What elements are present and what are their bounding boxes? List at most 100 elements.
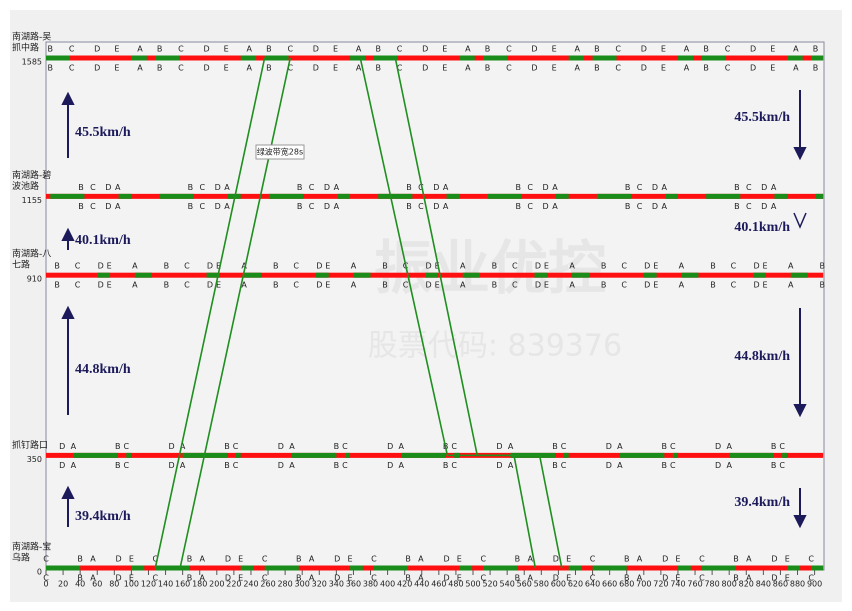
x-tick-label: 820 <box>739 580 754 589</box>
phase-label: A <box>334 202 340 211</box>
phase-label: D <box>313 45 319 54</box>
signal-green <box>555 193 569 199</box>
phase-label: A <box>684 45 690 54</box>
phase-label: D <box>334 555 340 564</box>
phase-label: C <box>418 202 424 211</box>
phase-label: B <box>492 262 498 271</box>
signal-green <box>811 565 824 571</box>
signal-green <box>534 272 548 278</box>
phase-label: A <box>309 555 315 564</box>
x-tick-label: 700 <box>636 580 651 589</box>
intersection-name: 南湖路-宝 <box>12 541 51 553</box>
phase-label: B <box>78 183 84 192</box>
phase-label: E <box>763 281 768 290</box>
phase-label: C <box>512 262 518 271</box>
speed-label: 44.8km/h <box>75 362 131 377</box>
x-tick-label: 720 <box>653 580 668 589</box>
phase-label: B <box>334 442 340 451</box>
phase-label: A <box>788 262 794 271</box>
phase-label: D <box>644 281 650 290</box>
phase-label: C <box>561 442 567 451</box>
phase-label: E <box>675 555 680 564</box>
phase-label: A <box>443 202 449 211</box>
phase-label: E <box>566 574 571 583</box>
phase-label: E <box>224 64 229 73</box>
phase-label: D <box>761 202 767 211</box>
x-tick-label: 860 <box>773 580 788 589</box>
signal-green <box>155 55 180 61</box>
phase-label: B <box>266 64 272 73</box>
green-band-line <box>154 57 266 569</box>
signal-green <box>706 193 741 199</box>
phase-label: A <box>137 64 143 73</box>
signal-green <box>268 193 304 199</box>
phase-label: E <box>107 281 112 290</box>
x-tick-label: 740 <box>670 580 685 589</box>
phase-label: B <box>771 461 777 470</box>
phase-label: B <box>157 45 163 54</box>
signal-green <box>774 193 788 199</box>
phase-label: B <box>296 555 302 564</box>
phase-label: C <box>287 45 293 54</box>
phase-label: D <box>278 442 284 451</box>
phase-label: D <box>715 461 721 470</box>
phase-label: E <box>325 281 330 290</box>
intersection-name: 南湖路-八 <box>12 248 51 260</box>
signal-green <box>240 565 254 571</box>
phase-label: C <box>746 183 752 192</box>
phase-label: E <box>675 574 680 583</box>
phase-label: C <box>637 183 643 192</box>
signal-green <box>344 452 351 458</box>
phase-label: C <box>262 555 268 564</box>
phase-label: B <box>188 202 194 211</box>
phase-label: C <box>153 574 159 583</box>
x-tick-label: 40 <box>75 580 85 589</box>
phase-label: E <box>653 281 658 290</box>
phase-label: D <box>641 45 647 54</box>
phase-label: C <box>621 262 627 271</box>
phase-label: D <box>313 64 319 73</box>
phase-label: A <box>679 262 685 271</box>
phase-label: B <box>515 574 521 583</box>
phase-label: D <box>652 183 658 192</box>
x-tick-label: 280 <box>277 580 292 589</box>
signal-green <box>291 452 337 458</box>
phase-label: E <box>107 262 112 271</box>
x-tick-label: 800 <box>722 580 737 589</box>
phase-label: A <box>247 45 253 54</box>
phase-label: B <box>334 461 340 470</box>
x-tick-label: 100 <box>124 580 139 589</box>
phase-label: D <box>535 281 541 290</box>
speed-arrows <box>61 90 807 529</box>
signal-green <box>315 272 329 278</box>
signal-green <box>46 55 70 61</box>
phase-label: D <box>543 183 549 192</box>
phase-label: A <box>746 574 752 583</box>
x-tick-label: 20 <box>58 580 68 589</box>
phase-label: D <box>606 442 612 451</box>
phase-label: C <box>590 574 596 583</box>
phase-label: B <box>382 262 388 271</box>
phase-label: D <box>606 461 612 470</box>
x-tick-label: 320 <box>312 580 327 589</box>
phase-label: C <box>699 555 705 564</box>
phase-label: C <box>43 555 49 564</box>
phase-label: B <box>296 574 302 583</box>
phase-label: D <box>426 281 432 290</box>
phase-label: B <box>297 202 303 211</box>
phase-label: E <box>238 574 243 583</box>
phase-label: D <box>662 555 668 564</box>
x-tick-label: 560 <box>517 580 532 589</box>
signal-green <box>592 565 627 571</box>
x-tick-label: 640 <box>585 580 600 589</box>
signal-green <box>790 272 808 278</box>
signal-green <box>159 193 194 199</box>
y-tick-label: 0 <box>37 568 42 577</box>
phase-label: E <box>216 262 221 271</box>
signal-green <box>701 565 737 571</box>
phase-label: D <box>225 555 231 564</box>
phase-label: B <box>77 574 83 583</box>
phase-label: C <box>233 461 239 470</box>
x-tick-label: 80 <box>109 580 119 589</box>
speed-label: 39.4km/h <box>75 509 131 524</box>
